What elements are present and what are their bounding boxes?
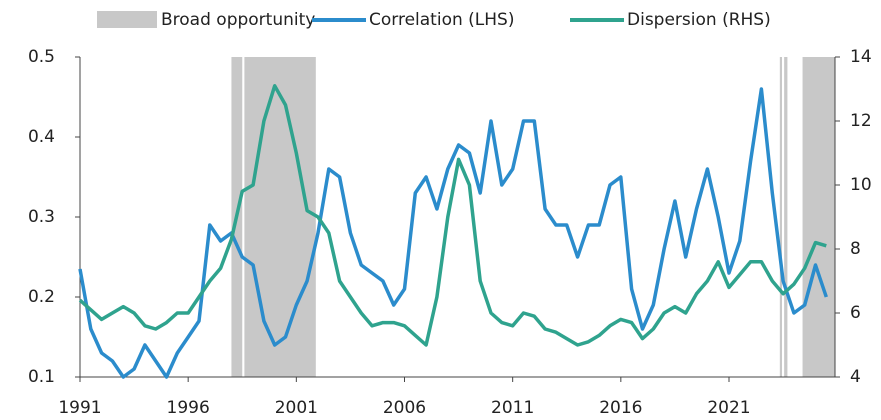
y2-tick-label: 4 [850,367,861,387]
shaded-range [244,57,316,377]
y2-tick-label: 12 [850,111,872,131]
x-tick-label: 1991 [58,398,101,418]
legend-label: Correlation (LHS) [369,10,514,30]
y-tick-label: 0.1 [28,367,55,387]
x-tick-label: 2016 [599,398,642,418]
y2-tick-label: 14 [850,47,872,67]
series-line [78,84,827,347]
y-tick-label: 0.3 [28,207,55,227]
series-line [78,87,828,379]
shaded-range [802,57,835,377]
x-tick-label: 2021 [707,398,750,418]
legend-label: Dispersion (RHS) [627,10,771,30]
y2-tick-label: 6 [850,303,861,323]
y-tick-label: 0.5 [28,47,55,67]
y2-tick-label: 8 [850,239,861,259]
shaded-range [779,57,782,377]
shaded-range [784,57,788,377]
y2-tick-label: 10 [850,175,872,195]
legend-swatch [97,11,157,28]
y-tick-label: 0.4 [28,127,55,147]
legend-label: Broad opportunity [161,10,315,30]
x-tick-label: 2006 [383,398,426,418]
x-tick-label: 1996 [167,398,210,418]
x-tick-label: 2011 [491,398,534,418]
y-tick-label: 0.2 [28,287,55,307]
x-tick-label: 2001 [275,398,318,418]
